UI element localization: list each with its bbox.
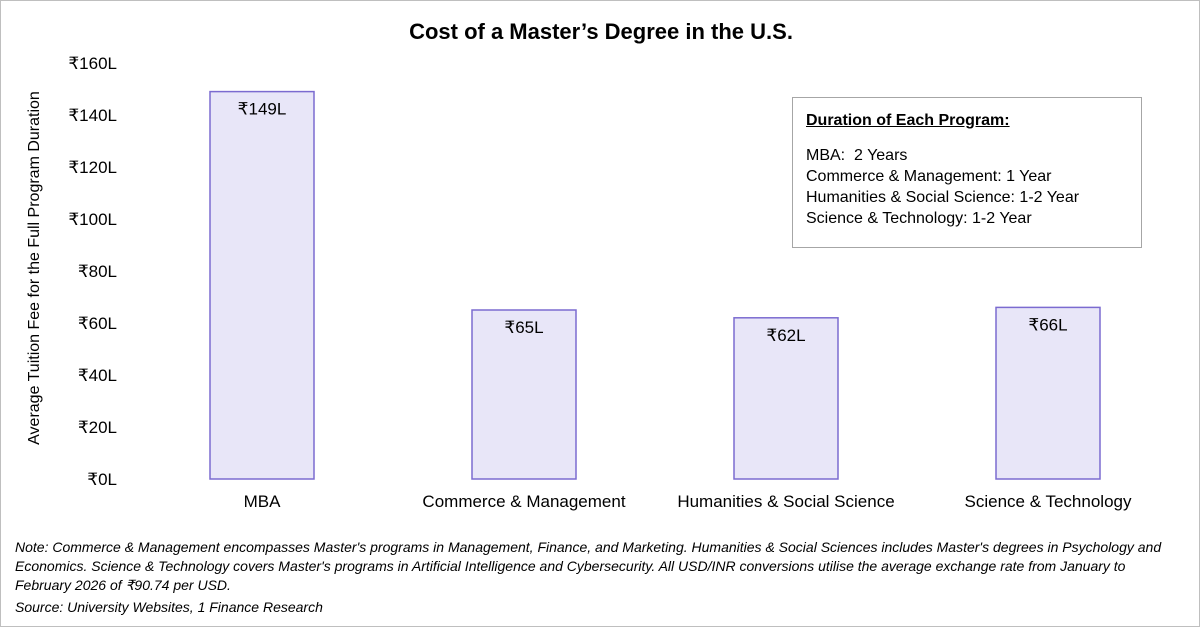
y-axis-label: Average Tuition Fee for the Full Program… xyxy=(26,91,43,445)
y-tick-label: ₹80L xyxy=(78,262,117,281)
x-category-label: Humanities & Social Science xyxy=(677,492,894,511)
y-tick-label: ₹100L xyxy=(68,210,117,229)
data-labels: ₹149L ₹65L ₹62L ₹66L xyxy=(238,100,1068,345)
bar-chart: Cost of a Master’s Degree in the U.S. Av… xyxy=(26,19,1132,511)
footnote: Note: Commerce & Management encompasses … xyxy=(15,539,1162,593)
duration-line: Humanities & Social Science: 1-2 Year xyxy=(806,189,1080,206)
bar-value-label: ₹66L xyxy=(1028,315,1067,334)
y-tick-label: ₹120L xyxy=(68,158,117,177)
duration-line: Commerce & Management: 1 Year xyxy=(806,168,1052,185)
y-tick-label: ₹160L xyxy=(68,54,117,73)
bar xyxy=(471,309,577,480)
y-axis-ticks: ₹0L ₹20L ₹40L ₹60L ₹80L ₹100L ₹120L ₹140L ₹160L xyxy=(68,54,117,489)
bar-value-label: ₹62L xyxy=(766,326,805,345)
y-tick-label: ₹140L xyxy=(68,106,117,125)
duration-heading: Duration of Each Program: xyxy=(806,112,1010,129)
chart-title: Cost of a Master’s Degree in the U.S. xyxy=(409,19,793,44)
program-duration-box: Duration of Each Program: MBA: 2 Years C… xyxy=(792,97,1142,248)
x-category-label: Commerce & Management xyxy=(422,492,625,511)
duration-line: MBA: 2 Years xyxy=(806,147,908,164)
duration-line: Science & Technology: 1-2 Year xyxy=(806,210,1032,227)
bar-value-label: ₹65L xyxy=(504,318,543,337)
y-tick-label: ₹0L xyxy=(87,470,117,489)
bar-series xyxy=(209,90,1101,480)
y-tick-label: ₹60L xyxy=(78,314,117,333)
bar xyxy=(995,306,1101,480)
x-category-label: MBA xyxy=(244,492,282,511)
bar xyxy=(209,90,315,480)
x-axis-categories: MBA Commerce & Management Humanities & Soc… xyxy=(244,492,1132,511)
x-category-label: Science & Technology xyxy=(965,492,1132,511)
y-tick-label: ₹20L xyxy=(78,418,117,437)
bar-value-label: ₹149L xyxy=(238,100,287,119)
bar xyxy=(733,317,839,480)
source-note: Source: University Websites, 1 Finance R… xyxy=(15,599,323,615)
y-tick-label: ₹40L xyxy=(78,366,117,385)
